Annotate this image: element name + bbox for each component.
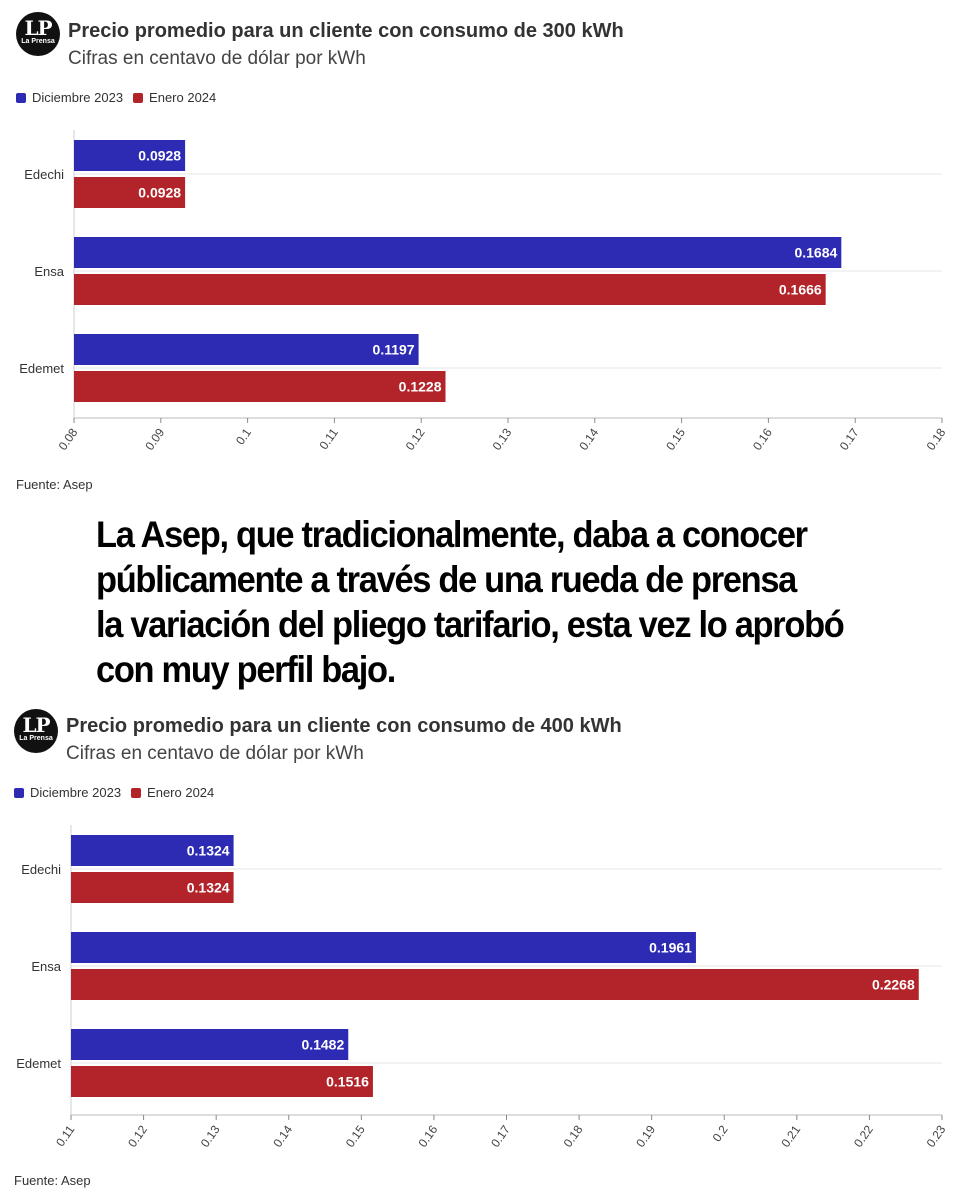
data-label: 0.1961 bbox=[649, 940, 692, 956]
logo-text: LP bbox=[24, 16, 52, 40]
logo-subtext: La Prensa bbox=[19, 735, 53, 742]
legend-swatch-dec2023 bbox=[14, 787, 24, 798]
data-label: 0.0928 bbox=[138, 148, 181, 164]
logo-text: LP bbox=[22, 713, 50, 737]
x-tick-label: 0.13 bbox=[198, 1122, 223, 1149]
legend-label-dec2023: Diciembre 2023 bbox=[30, 785, 122, 800]
data-label: 0.1324 bbox=[187, 843, 230, 859]
x-tick-label: 0.12 bbox=[125, 1122, 150, 1149]
category-label: Edechi bbox=[21, 862, 61, 877]
chart-panel-300kwh: LP La Prensa Precio promedio para un cli… bbox=[0, 0, 960, 505]
data-label: 0.1666 bbox=[779, 282, 822, 298]
bar bbox=[71, 1066, 373, 1097]
legend-label-dec2023: Diciembre 2023 bbox=[32, 90, 124, 105]
data-label: 0.1324 bbox=[187, 880, 230, 896]
chart-panel-400kwh: LP La Prensa Precio promedio para un cli… bbox=[0, 695, 960, 1200]
quote-line-2: públicamente a través de una rueda de pr… bbox=[96, 559, 797, 600]
x-tick-label: 0.11 bbox=[53, 1122, 78, 1149]
bar bbox=[71, 835, 234, 866]
x-tick-label: 0.2 bbox=[710, 1122, 731, 1144]
category-label: Ensa bbox=[31, 959, 61, 974]
chart-legend: Diciembre 2023 Enero 2024 bbox=[14, 785, 214, 800]
legend-label-jan2024: Enero 2024 bbox=[149, 90, 217, 105]
data-label: 0.1684 bbox=[794, 245, 837, 261]
bar bbox=[71, 1029, 349, 1060]
la-prensa-logo: LP La Prensa bbox=[16, 12, 60, 56]
bar-chart-300kwh: 0.08 0.09 0.1 0.11 0.12 0.13 0.14 0.15 0.16 0.17 0… bbox=[19, 130, 949, 453]
x-tick-label: 0.14 bbox=[576, 425, 601, 452]
category-label: Edechi bbox=[24, 167, 64, 182]
data-label: 0.2268 bbox=[872, 977, 915, 993]
data-label: 0.0928 bbox=[138, 185, 181, 201]
chart-title: Precio promedio para un cliente con cons… bbox=[66, 715, 622, 737]
x-tick-label: 0.11 bbox=[317, 425, 342, 452]
quote-line-4: con muy perfil bajo. bbox=[96, 649, 396, 690]
data-label: 0.1482 bbox=[301, 1037, 344, 1053]
category-label: Ensa bbox=[34, 264, 64, 279]
bar bbox=[74, 334, 419, 365]
quote-line-1: La Asep, que tradicionalmente, daba a co… bbox=[96, 514, 808, 555]
x-tick-label: 0.12 bbox=[403, 425, 428, 452]
quote-line-3: la variación del pliego tarifario, esta … bbox=[96, 604, 845, 645]
legend-label-jan2024: Enero 2024 bbox=[147, 785, 215, 800]
logo-subtext: La Prensa bbox=[21, 38, 55, 45]
legend-swatch-dec2023 bbox=[16, 92, 26, 103]
legend-swatch-jan2024 bbox=[133, 92, 144, 103]
x-tick-label: 0.23 bbox=[924, 1122, 949, 1149]
x-tick-label: 0.22 bbox=[851, 1122, 876, 1149]
x-tick-label: 0.13 bbox=[490, 425, 515, 452]
category-label: Edemet bbox=[19, 361, 64, 376]
data-label: 0.1516 bbox=[326, 1074, 369, 1090]
legend-swatch-jan2024 bbox=[131, 787, 142, 798]
la-prensa-logo: LP La Prensa bbox=[14, 709, 58, 753]
chart-legend: Diciembre 2023 Enero 2024 bbox=[16, 90, 216, 105]
x-tick-label: 0.15 bbox=[343, 1122, 368, 1149]
x-tick-label: 0.18 bbox=[924, 425, 949, 452]
chart-title: Precio promedio para un cliente con cons… bbox=[68, 20, 624, 42]
category-label: Edemet bbox=[16, 1056, 61, 1071]
pull-quote: La Asep, que tradicionalmente, daba a co… bbox=[96, 512, 859, 692]
bar bbox=[74, 371, 446, 402]
x-tick-label: 0.09 bbox=[142, 425, 167, 452]
x-tick-label: 0.14 bbox=[270, 1122, 295, 1149]
bar bbox=[71, 872, 234, 903]
bar bbox=[74, 274, 826, 305]
data-label: 0.1228 bbox=[399, 379, 442, 395]
x-tick-label: 0.17 bbox=[488, 1122, 513, 1149]
x-tick-label: 0.16 bbox=[750, 425, 775, 452]
x-tick-label: 0.21 bbox=[778, 1122, 803, 1149]
bar bbox=[71, 932, 696, 963]
chart-source: Fuente: Asep bbox=[16, 477, 93, 492]
x-tick-label: 0.19 bbox=[633, 1122, 658, 1149]
x-tick-label: 0.15 bbox=[663, 425, 688, 452]
bar-chart-400kwh: 0.11 0.12 0.13 0.14 0.15 0.16 0.17 0.18 0.19 0.2 0… bbox=[16, 825, 949, 1150]
chart-source: Fuente: Asep bbox=[14, 1173, 91, 1188]
x-tick-label: 0.18 bbox=[561, 1122, 586, 1149]
bar bbox=[74, 177, 186, 208]
x-tick-label: 0.17 bbox=[837, 425, 862, 452]
bar bbox=[71, 969, 919, 1000]
bar bbox=[74, 140, 186, 171]
chart-subtitle: Cifras en centavo de dólar por kWh bbox=[66, 743, 364, 764]
chart-subtitle: Cifras en centavo de dólar por kWh bbox=[68, 48, 366, 69]
data-label: 0.1197 bbox=[373, 342, 415, 358]
x-tick-label: 0.08 bbox=[56, 425, 81, 452]
x-tick-label: 0.16 bbox=[416, 1122, 441, 1149]
x-tick-label: 0.1 bbox=[233, 425, 254, 447]
bar bbox=[74, 237, 842, 268]
